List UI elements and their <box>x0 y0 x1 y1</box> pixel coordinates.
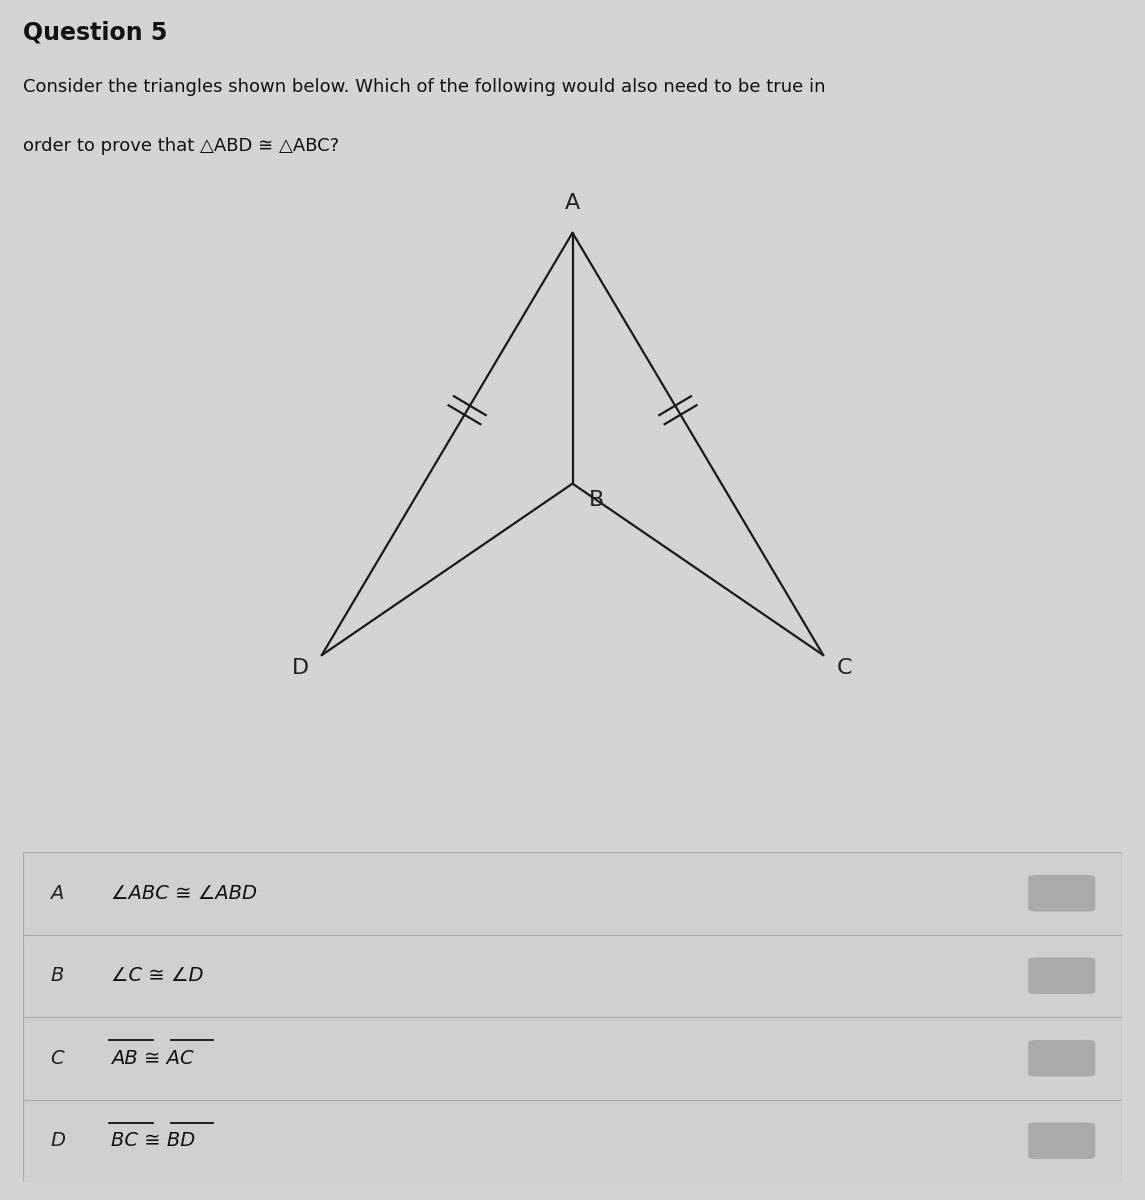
Text: C: C <box>837 659 852 678</box>
Text: D: D <box>50 1132 65 1151</box>
FancyBboxPatch shape <box>1028 1040 1095 1076</box>
Text: B: B <box>589 490 605 510</box>
Text: B: B <box>50 966 64 985</box>
Text: A: A <box>564 193 581 212</box>
Bar <box>23 1099 1122 1182</box>
FancyBboxPatch shape <box>1028 1122 1095 1159</box>
Text: AB ≅ AC: AB ≅ AC <box>111 1049 194 1068</box>
FancyBboxPatch shape <box>1028 875 1095 912</box>
Text: ∠ABC ≅ ∠ABD: ∠ABC ≅ ∠ABD <box>111 883 256 902</box>
Text: A: A <box>50 883 64 902</box>
Text: BC ≅ BD: BC ≅ BD <box>111 1132 195 1151</box>
Bar <box>23 935 1122 1016</box>
FancyBboxPatch shape <box>1028 958 1095 994</box>
Text: C: C <box>50 1049 64 1068</box>
Text: order to prove that △ABD ≅ △ABC?: order to prove that △ABD ≅ △ABC? <box>23 137 339 155</box>
Text: ∠C ≅ ∠D: ∠C ≅ ∠D <box>111 966 204 985</box>
Text: Question 5: Question 5 <box>23 20 167 44</box>
Text: Consider the triangles shown below. Which of the following would also need to be: Consider the triangles shown below. Whic… <box>23 78 826 96</box>
Bar <box>23 1016 1122 1099</box>
Text: D: D <box>291 659 308 678</box>
Bar <box>23 852 1122 935</box>
